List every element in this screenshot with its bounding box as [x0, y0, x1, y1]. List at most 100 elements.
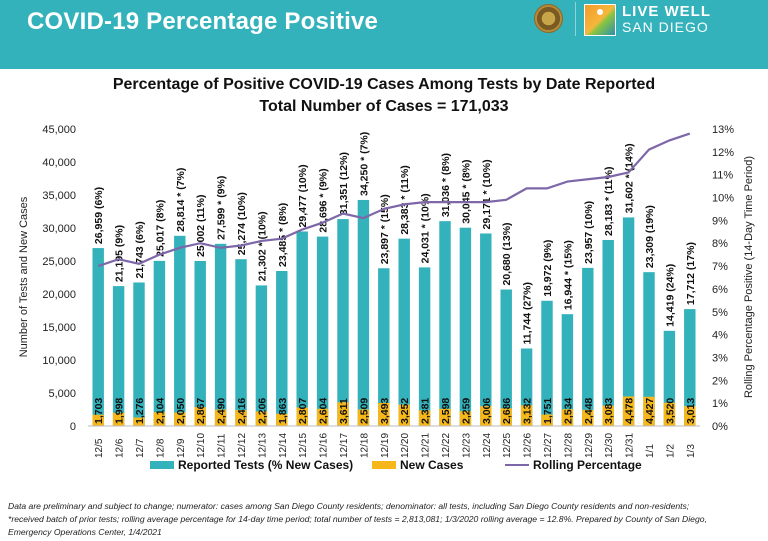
bar-label-cases: 2,598	[440, 398, 452, 424]
bar-new-cases	[357, 409, 370, 426]
bar-label-cases: 4,427	[644, 398, 656, 424]
bar-label-tests: 26,959 (6%)	[93, 187, 105, 244]
y-tick-label: 25,000	[42, 256, 76, 268]
bar-new-cases	[459, 411, 472, 426]
x-tick-label: 12/11	[217, 433, 228, 458]
x-tick-label: 12/26	[523, 433, 534, 458]
bar-tests	[255, 285, 268, 426]
county-seal-logo	[534, 4, 563, 33]
bar-label-cases: 2,416	[236, 398, 248, 424]
bar-tests	[663, 330, 676, 426]
bar-tests	[296, 231, 308, 426]
bar-tests	[214, 243, 227, 426]
bar-label-cases: 4,478	[624, 398, 636, 424]
x-tick-label: 12/7	[135, 438, 146, 458]
x-tick-label: 12/10	[196, 433, 207, 458]
bar-label-cases: 2,509	[358, 398, 370, 424]
bar-new-cases	[684, 406, 696, 426]
y2-tick-label: 13%	[712, 124, 734, 136]
bar-new-cases	[276, 413, 288, 426]
x-tick-label: 12/8	[155, 438, 166, 458]
x-tick-label: 12/20	[400, 433, 411, 458]
bar-label-cases: 2,381	[420, 398, 432, 424]
live-well-logo-text: LIVE WELL	[622, 3, 711, 20]
bar-new-cases	[663, 402, 676, 426]
x-tick-label: 12/9	[176, 438, 187, 458]
bar-tests	[235, 259, 247, 426]
bar-label-cases: 3,006	[481, 398, 493, 424]
footnote: Data are preliminary and subject to chan…	[8, 500, 768, 539]
x-tick-label: 12/29	[584, 433, 595, 458]
chart-area: 26,959 (6%) 1,703 21,195 (9%) 1,998 21,743 (…	[18, 124, 755, 458]
bar-label-tests: 28,814 * (7%)	[175, 168, 187, 232]
y-tick-label: 5,000	[48, 388, 76, 400]
bar-label-tests: 30,045 * (8%)	[460, 159, 472, 223]
bar-label-cases: 1,751	[542, 398, 554, 424]
x-tick-label: 12/22	[441, 433, 452, 458]
x-tick-label: 1/1	[645, 444, 656, 458]
legend: Reported Tests (% New Cases) New Cases R…	[0, 458, 768, 478]
bar-label-cases: 2,490	[216, 398, 228, 424]
bar-label-tests: 25,017 (8%)	[154, 200, 166, 257]
bar-new-cases	[133, 417, 145, 426]
bar-label-tests: 27,599 * (9%)	[216, 176, 228, 240]
y-tick-label: 35,000	[42, 190, 76, 202]
bar-tests	[174, 235, 186, 426]
bar-label-cases: 2,604	[318, 398, 330, 424]
bar-label-cases: 2,867	[195, 398, 207, 424]
bar-tests	[602, 239, 614, 426]
bar-new-cases	[378, 402, 390, 426]
chart-subtitle: Total Number of Cases = 171,033	[259, 98, 509, 115]
bar-tests	[520, 348, 533, 426]
x-tick-label: 12/23	[461, 433, 472, 458]
labels-layer: 26,959 (6%) 1,703 21,195 (9%) 1,998 21,743 (…	[93, 132, 697, 424]
bar-tests	[316, 236, 329, 426]
bar-tests	[439, 221, 451, 426]
bar-tests	[194, 260, 206, 426]
bar-label-tests: 21,302 * (10%)	[256, 211, 268, 281]
x-tick-label: 12/24	[482, 433, 493, 458]
y2-tick-label: 11%	[712, 170, 733, 182]
bar-tests	[500, 289, 512, 426]
x-tick-label: 12/27	[543, 433, 554, 458]
bar-new-cases	[337, 402, 349, 426]
bar-label-cases: 2,534	[562, 398, 574, 424]
bar-label-cases: 1,703	[93, 398, 105, 424]
bar-label-tests: 25,274 (10%)	[236, 192, 248, 255]
y2-tick-label: 8%	[712, 238, 728, 250]
x-tick-label: 1/3	[686, 444, 697, 458]
x-tick-label: 12/25	[502, 433, 513, 458]
bar-label-tests: 31,036 * (8%)	[440, 153, 452, 217]
legend-item-tests: Reported Tests (% New Cases)	[150, 458, 353, 472]
bar-label-tests: 17,712 (17%)	[685, 242, 697, 305]
bar-new-cases	[255, 411, 268, 426]
bar-label-tests: 29,171 * (10%)	[481, 159, 493, 229]
bar-label-cases: 3,520	[664, 398, 676, 424]
y2-axis-label: Rolling Percentage Positive (14-Day Time…	[743, 156, 755, 398]
bar-label-tests: 23,897 * (15%)	[379, 194, 391, 264]
x-tick-label: 12/31	[625, 433, 636, 458]
bar-label-cases: 2,050	[175, 398, 187, 424]
bar-new-cases	[500, 408, 512, 426]
bar-label-cases: 2,259	[460, 398, 472, 424]
san-diego-logo-text: SAN DIEGO	[622, 19, 709, 35]
bar-tests	[622, 217, 635, 426]
legend-item-rolling: Rolling Percentage	[505, 458, 642, 472]
y2-tick-label: 6%	[712, 284, 728, 296]
bar-label-tests: 28,383 * (11%)	[399, 165, 411, 234]
y-tick-label: 10,000	[42, 355, 76, 367]
y-tick-label: 30,000	[42, 223, 76, 235]
y2-tick-label: 2%	[712, 375, 728, 387]
x-tick-label: 12/21	[421, 433, 432, 458]
legend-swatch-tests	[150, 461, 174, 469]
y-tick-label: 0	[70, 421, 76, 433]
x-tick-label: 12/15	[298, 433, 309, 458]
bar-new-cases	[582, 409, 594, 426]
footnote-line-2: *received batch of prior tests; rolling …	[8, 514, 707, 524]
bar-new-cases	[194, 407, 206, 426]
bar-label-tests: 25,002 (11%)	[195, 195, 207, 257]
bar-tests	[582, 267, 594, 426]
bar-new-cases	[235, 410, 247, 426]
y-tick-label: 20,000	[42, 289, 76, 301]
rolling-percentage-line	[97, 132, 691, 268]
